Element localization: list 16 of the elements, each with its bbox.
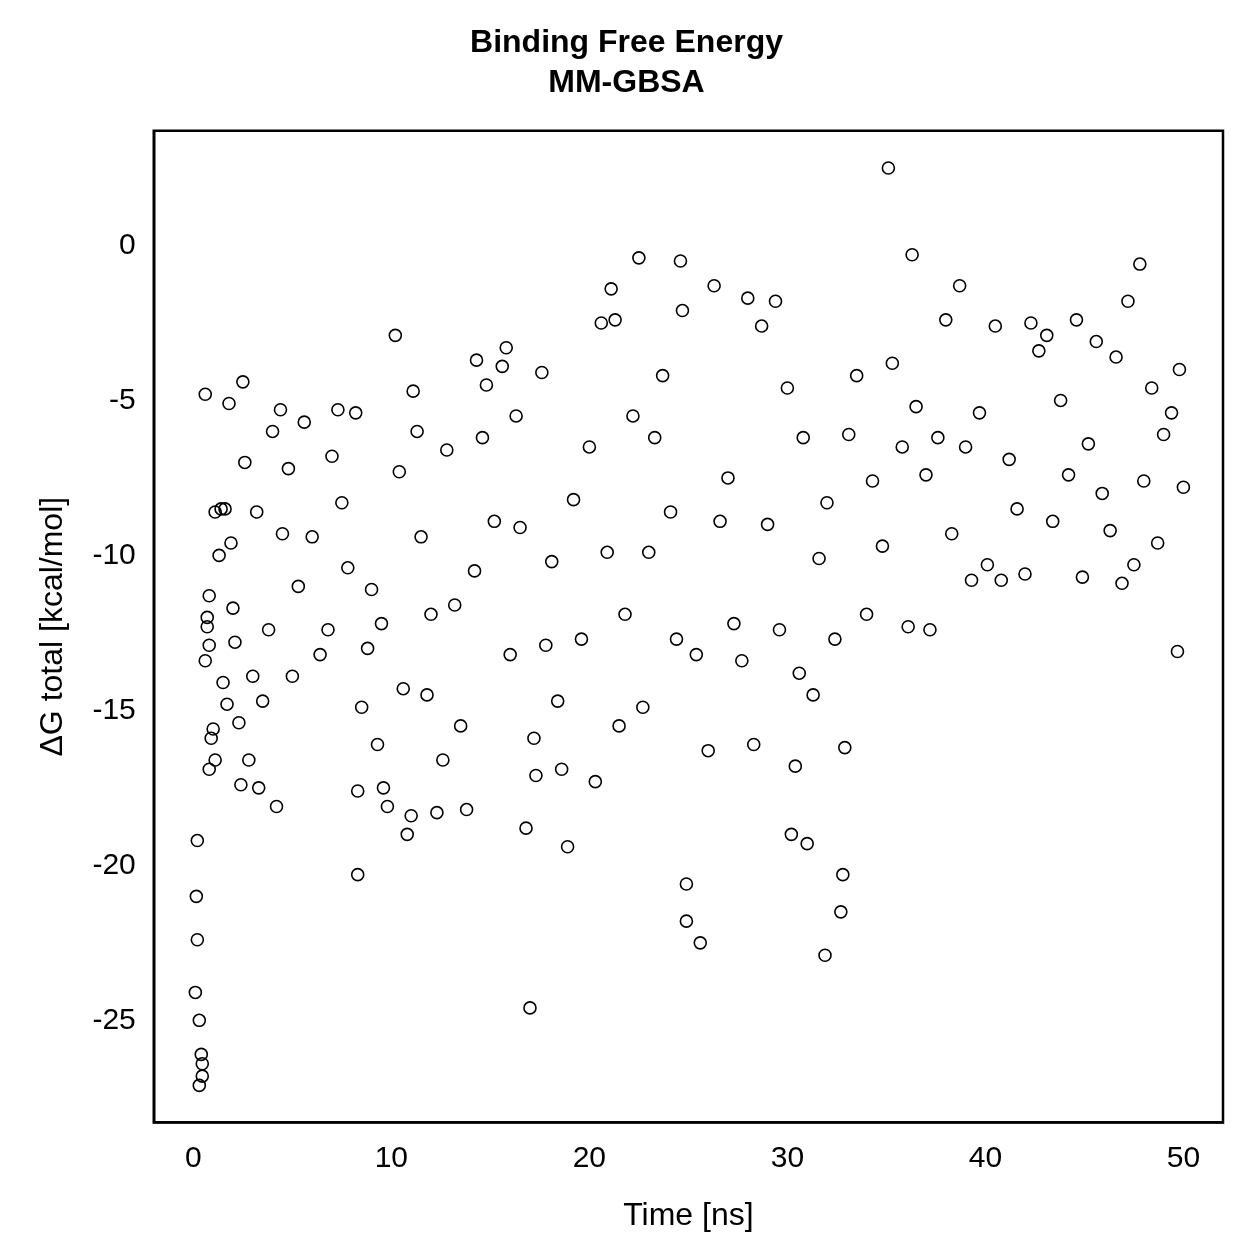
x-tick-label: 10 xyxy=(374,1139,409,1173)
x-tick-label: 0 xyxy=(185,1139,202,1173)
x-tick-label: 20 xyxy=(572,1139,607,1173)
y-tick-label: -15 xyxy=(92,691,136,725)
y-axis-title: ΔG total [kcal/mol] xyxy=(33,496,70,757)
y-tick-label: -25 xyxy=(92,1001,136,1035)
y-tick-label: -20 xyxy=(92,846,136,880)
x-axis-title: Time [ns] xyxy=(623,1195,754,1232)
x-tick-label: 50 xyxy=(1166,1139,1201,1173)
chart-title: Binding Free Energy xyxy=(470,23,784,60)
chart-subtitle: MM-GBSA xyxy=(548,63,705,100)
y-tick-label: -10 xyxy=(92,536,136,570)
x-tick-label: 40 xyxy=(968,1139,1003,1173)
y-tick-label: -5 xyxy=(109,381,136,415)
x-tick-label: 30 xyxy=(770,1139,805,1173)
y-tick-label: 0 xyxy=(119,226,136,260)
